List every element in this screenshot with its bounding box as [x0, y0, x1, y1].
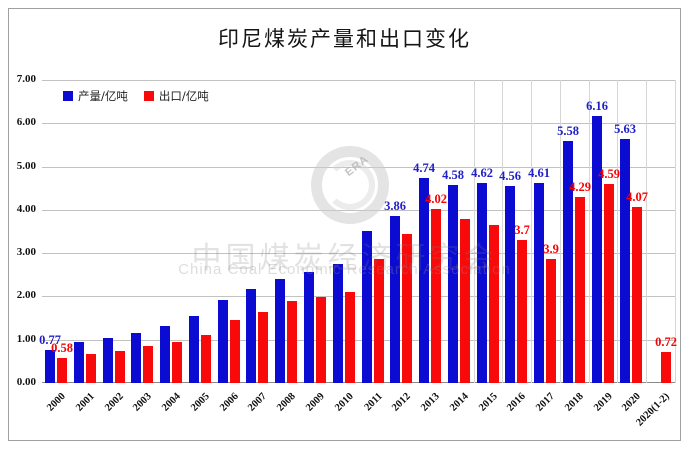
bar-production-2020 [620, 139, 630, 383]
data-label-production-2013: 4.74 [413, 161, 435, 175]
y-tick-label: 1.00 [16, 333, 36, 345]
data-label-production-2017: 4.61 [528, 166, 550, 180]
bar-export-2020(1-2) [661, 352, 671, 383]
bar-export-2020 [632, 207, 642, 383]
data-label-production-2019: 6.16 [586, 99, 608, 113]
gridline-3.00 [42, 253, 675, 254]
data-label-export-2016: 3.7 [514, 223, 530, 237]
chart-border-frame [8, 8, 681, 441]
gridline-1.00 [42, 340, 675, 341]
data-label-export-2000: 0.58 [51, 341, 73, 355]
data-label-production-2000: 0.77 [39, 333, 61, 347]
data-label-production-2012: 3.86 [384, 199, 406, 213]
bar-export-2007 [258, 312, 268, 383]
y-tick-label: 6.00 [16, 116, 36, 128]
data-label-production-2014: 4.58 [442, 168, 464, 182]
bar-export-2019 [604, 184, 614, 383]
bar-export-2000 [57, 358, 67, 383]
category-separator-line [675, 80, 676, 383]
y-tick-label: 7.00 [16, 73, 36, 85]
category-separator-line [560, 80, 561, 383]
bar-production-2008 [275, 279, 285, 383]
bar-export-2011 [374, 259, 384, 383]
bar-production-2004 [160, 326, 170, 383]
bar-export-2003 [143, 346, 153, 383]
legend-export-label: 出口/亿吨 [158, 89, 209, 103]
y-tick-label: 4.00 [16, 203, 36, 215]
bar-export-2015 [489, 225, 499, 383]
data-label-export-2019: 4.59 [598, 167, 620, 181]
data-label-production-2015: 4.62 [471, 166, 493, 180]
category-separator-line [589, 80, 590, 383]
bar-production-2012 [390, 216, 400, 383]
category-separator-line [646, 80, 647, 383]
legend-item-production: 产量/亿吨 [63, 88, 128, 104]
bar-export-2004 [172, 342, 182, 383]
bar-production-2016 [505, 186, 515, 383]
category-separator-line [474, 80, 475, 383]
bar-export-2017 [546, 259, 556, 383]
legend-item-export: 出口/亿吨 [143, 88, 209, 104]
category-separator-line [531, 80, 532, 383]
data-label-export-2017: 3.9 [543, 242, 559, 256]
bar-export-2009 [316, 297, 326, 383]
bar-export-2006 [230, 320, 240, 383]
bar-production-2007 [246, 289, 256, 383]
bar-export-2014 [460, 219, 470, 383]
gridline-2.00 [42, 296, 675, 297]
data-label-export-2020(1-2): 0.72 [655, 335, 677, 349]
export-swatch-icon [143, 91, 154, 101]
bar-production-2006 [218, 300, 228, 383]
data-label-export-2020: 4.07 [626, 190, 648, 204]
plot-area: 0.00 1.00 2.00 3.00 4.00 5.00 6.00 7.00 0.77 0.58… [17, 73, 677, 428]
y-tick-label: 3.00 [16, 246, 36, 258]
gridline-5.00 [42, 167, 675, 168]
y-tick-label: 5.00 [16, 160, 36, 172]
bar-export-2018 [575, 197, 585, 383]
bar-export-2012 [402, 234, 412, 383]
gridline-7.00 [42, 80, 675, 81]
bar-production-2001 [74, 342, 84, 383]
y-tick-label: 2.00 [16, 289, 36, 301]
bar-production-2005 [189, 316, 199, 383]
gridline-0.00 [42, 382, 675, 383]
bar-production-2009 [304, 272, 314, 383]
bar-production-2010 [333, 264, 343, 383]
bar-production-2018 [563, 141, 573, 383]
production-swatch-icon [63, 91, 73, 101]
y-tick-label: 0.00 [16, 376, 36, 388]
legend-production-label: 产量/亿吨 [78, 89, 128, 103]
bar-production-2014 [448, 185, 458, 383]
bar-production-2019 [592, 116, 602, 383]
bar-production-2017 [534, 183, 544, 383]
bar-production-2013 [419, 178, 429, 383]
bar-export-2005 [201, 335, 211, 383]
data-label-production-2020: 5.63 [614, 122, 636, 136]
legend: 产量/亿吨 出口/亿吨 [63, 88, 209, 104]
bar-export-2001 [86, 354, 96, 383]
bar-production-2002 [103, 338, 113, 383]
chart-title: 印尼煤炭产量和出口变化 [218, 27, 471, 51]
gridline-6.00 [42, 123, 675, 124]
bar-production-2000 [45, 350, 55, 383]
bar-export-2010 [345, 292, 355, 383]
bar-production-2003 [131, 333, 141, 383]
category-separator-line [502, 80, 503, 383]
data-label-production-2016: 4.56 [499, 169, 521, 183]
category-separator-line [617, 80, 618, 383]
data-label-production-2018: 5.58 [557, 124, 579, 138]
data-label-export-2018: 4.29 [569, 180, 591, 194]
data-label-export-2013: 4.02 [425, 192, 447, 206]
bar-export-2013 [431, 209, 441, 383]
bar-export-2002 [115, 351, 125, 383]
bar-production-2015 [477, 183, 487, 383]
bar-production-2011 [362, 231, 372, 383]
gridline-4.00 [42, 210, 675, 211]
bar-export-2008 [287, 301, 297, 383]
bar-export-2016 [517, 240, 527, 383]
